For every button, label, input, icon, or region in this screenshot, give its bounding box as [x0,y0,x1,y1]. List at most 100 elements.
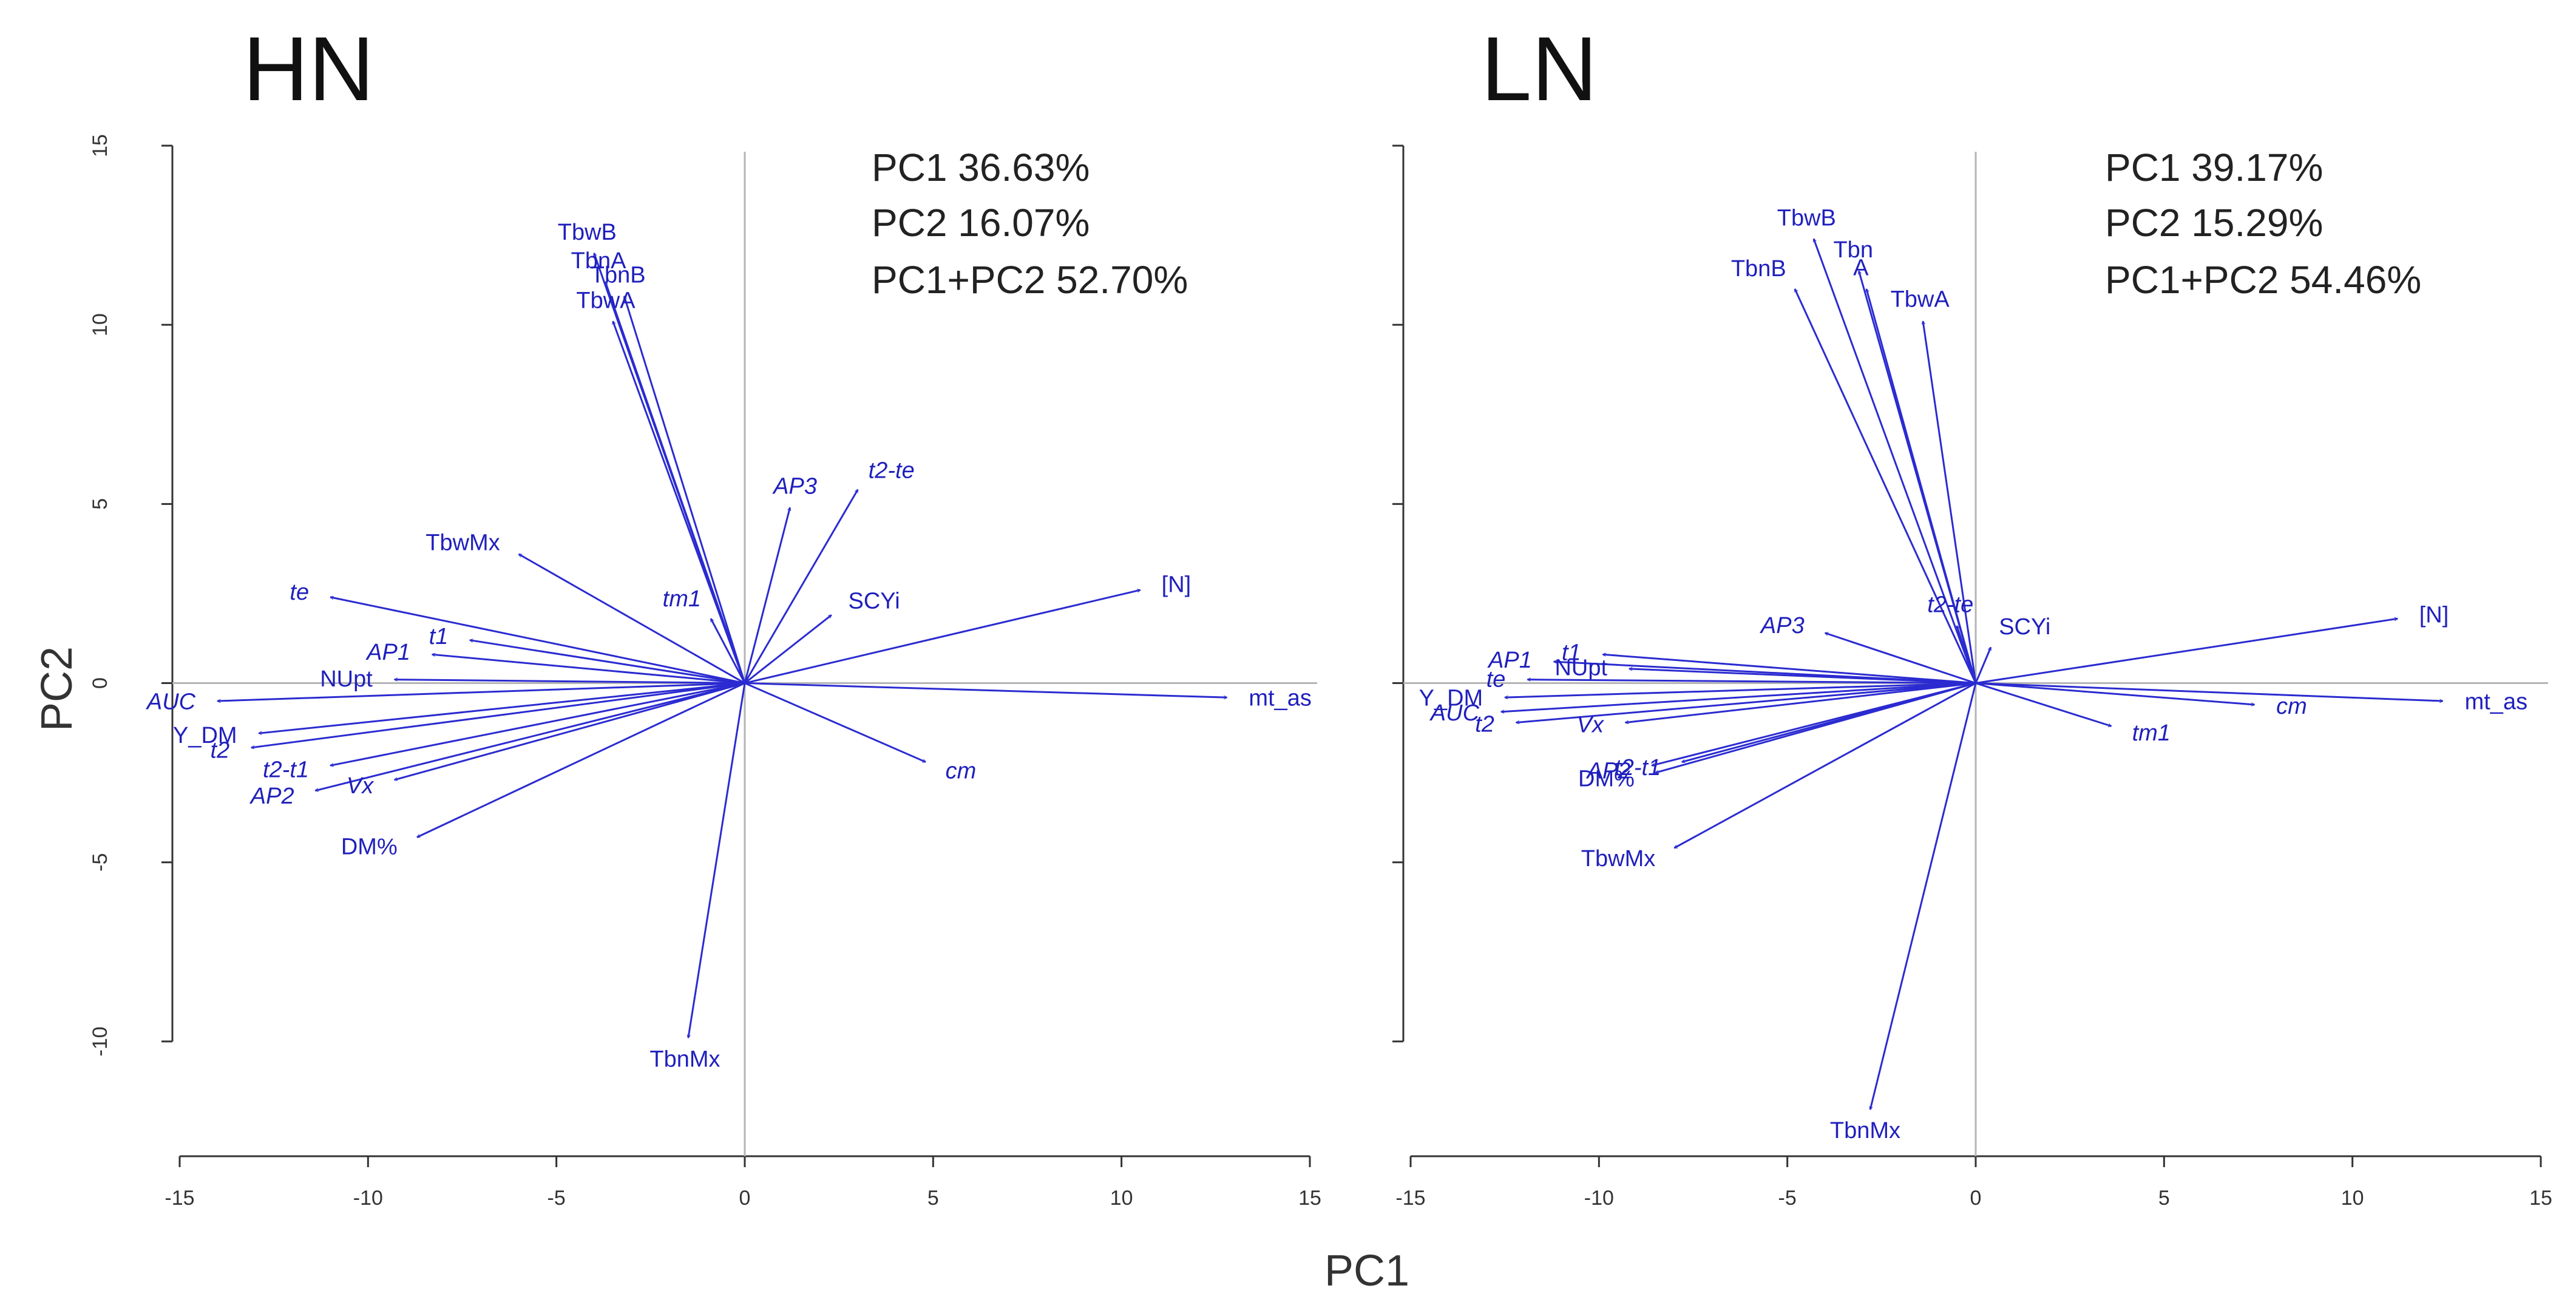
hn-vector-label-te: te [290,580,309,605]
ln-vector-label-scyi: SCYi [1999,614,2050,640]
hn-vector-ap1 [432,654,745,685]
ln-vector-label-mt-as: mt_as [2465,689,2527,715]
hn-vector-tm1 [710,618,746,684]
hn-x-tick-label: 10 [1110,1187,1133,1210]
ln-vector-t2 [1516,682,1976,723]
hn-vector-label-vx: Vx [347,773,375,799]
ln-vector-label-ap2: AP2 [1586,759,1631,784]
hn-vector-label-tbwb: TbwB [558,220,617,245]
ln-vector-tbnmx [1870,683,1977,1110]
ln-vector-a [1866,289,1977,683]
hn-vector-label-n: [N] [1162,572,1191,597]
hn-vector-te [330,597,745,685]
hn-vector-label-t2: t2 [211,738,230,764]
hn-x-tick-label: 15 [1298,1187,1321,1210]
ln-x-tick-label: 5 [2158,1187,2170,1210]
ln-pc1-pc2-variance: PC1+PC2 54.46% [2105,258,2421,302]
hn-vector-t2-te [744,490,859,684]
hn-vector-label-ap1: AP1 [365,640,410,665]
ln-vector-label-auc: AUC [1429,700,1480,726]
ln-vector-label-tbn: Tbn [1833,237,1873,263]
ln-vector-label-t2-t1: t2-t1 [1615,755,1661,781]
ln-x-tick-label: -15 [1395,1187,1425,1210]
hn-vector-label-tbnmx: TbnMx [649,1047,720,1072]
ln-vector-tbwmx [1674,682,1976,849]
ln-vector-label-tbnb: TbnB [1731,256,1786,282]
hn-vector-label-tbwmx: TbwMx [425,530,500,555]
ln-vector-n [1975,618,2398,685]
hn-y-tick-label: -5 [89,853,112,872]
hn-x-tick-label: -15 [164,1187,194,1210]
hn-y-tick-label: -10 [89,1026,112,1056]
ln-vector-cm [1975,682,2254,705]
ln-x-tick-label: 15 [2529,1187,2552,1210]
ln-x-tick-label: 10 [2341,1187,2364,1210]
hn-vector-label-ap2: AP2 [249,784,294,809]
hn-vector-tbwa [613,321,746,684]
ln-vector-tbwb [1814,239,1977,684]
hn-vector-t1 [470,640,745,685]
ln-vector-label-tm1: tm1 [2132,720,2171,746]
hn-vector-scyi [744,614,832,684]
ln-pc1-variance: PC1 39.17% [2105,146,2323,189]
ln-vector-label-t2-te: t2-te [1927,592,1973,618]
hn-vector-mt-as [744,682,1227,698]
ln-vector-mt-as [1975,682,2443,702]
ln-vector-vx [1625,682,1976,723]
ln-vector-label-nupt: NUpt [1554,655,1607,680]
hn-vector-ap3 [744,507,790,683]
hn-vector-auc [217,682,745,702]
hn-biplot-panel: HN PC1 36.63% PC2 16.07% PC1+PC2 52.70% … [89,18,1321,1210]
ln-vector-tbnb [1794,289,1977,684]
hn-y-tick-label: 15 [89,134,112,157]
ln-vector-label-cm: cm [2276,694,2307,719]
hn-x-tick-label: -5 [547,1187,566,1210]
ln-vector-tm1 [1975,682,2111,727]
ln-vector-label-y-dm: Y_DM [1419,685,1483,711]
hn-y-tick-label: 0 [89,677,112,689]
hn-vector-t2 [251,682,745,748]
ln-vector-te [1527,680,1976,685]
ln-vector-label-tbwmx: TbwMx [1581,846,1655,872]
hn-vector-tbwmx [519,553,745,684]
ln-vector-label-ap3: AP3 [1760,613,1805,639]
hn-vector-y-dm [259,682,745,734]
ln-vector-label-tbnmx: TbnMx [1830,1118,1900,1143]
hn-vector-tbna [605,282,746,684]
hn-vector-label-tm1: tm1 [663,586,701,612]
hn-y-tick-label: 5 [89,498,112,510]
hn-vector-label-nupt: NUpt [320,666,373,692]
hn-vector-dmpct [417,682,745,838]
ln-vector-label-vx: Vx [1577,713,1605,738]
ln-vector-label-t2: t2 [1475,712,1494,737]
ln-plot-area: -15 -10 -5 0 5 10 15 TbwB TbnA TbnB TbwA AP3 t2-te SC… [1392,144,2552,1210]
hn-pc1-variance: PC1 36.63% [872,146,1090,189]
hn-vector-label-ap3: AP3 [772,473,817,499]
ln-vector-nupt [1629,669,1976,685]
hn-vector-tbnb [624,296,746,683]
hn-y-tick-label: 10 [89,313,112,336]
hn-x-tick-label: -10 [353,1187,383,1210]
hn-vector-label-scyi: SCYi [849,588,900,614]
hn-vector-label-auc: AUC [146,689,196,714]
ln-pc2-variance: PC2 15.29% [2105,201,2323,245]
hn-pc2-variance: PC2 16.07% [872,201,1090,245]
hn-vector-label-t2-te: t2-te [869,458,915,483]
ln-vector-tbwa [1923,321,1977,683]
ln-biplot-panel: LN PC1 39.17% PC2 15.29% PC1+PC2 54.46% … [1392,18,2552,1210]
hn-pc1-pc2-variance: PC1+PC2 52.70% [872,258,1188,302]
ln-x-tick-label: 0 [1970,1187,1982,1210]
hn-vector-nupt [395,680,745,685]
hn-vector-ap2 [315,682,745,791]
ln-vector-ap3 [1825,633,1976,684]
ln-vector-label-ap1: AP1 [1487,648,1532,673]
x-axis-title: PC1 [1324,1247,1409,1295]
hn-vector-n [744,590,1141,684]
ln-vector-t2-te [1957,626,1977,684]
hn-x-tick-label: 5 [927,1187,939,1210]
hn-vector-tbnmx [688,683,746,1038]
hn-x-tick-label: 0 [739,1187,751,1210]
hn-vector-t2-t1 [330,682,745,766]
